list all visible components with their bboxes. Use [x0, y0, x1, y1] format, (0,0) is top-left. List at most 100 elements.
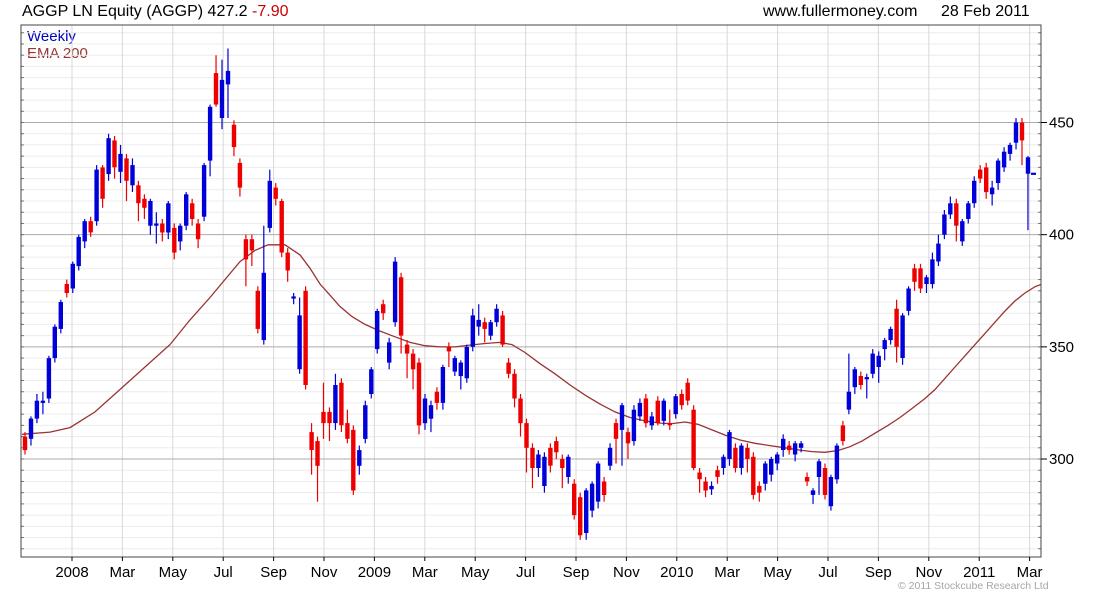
candle-body [989, 187, 995, 195]
candle-body [834, 445, 840, 480]
chart-title-main: AGGP LN Equity (AGGP) 427.2 [22, 3, 248, 20]
y-tick-label: 400 [1049, 227, 1074, 244]
candle-body [948, 203, 953, 215]
candle-body [88, 221, 93, 233]
candle-body [70, 263, 75, 289]
x-tick-label: Nov [311, 564, 338, 581]
candle-body [458, 362, 463, 377]
candle-body [160, 223, 165, 233]
candle-body [142, 198, 147, 208]
candle-body [882, 340, 887, 350]
x-tick-label: 2010 [660, 564, 693, 581]
candle-body [757, 485, 762, 493]
x-tick-label: May [159, 564, 188, 581]
candle-body [667, 423, 672, 426]
candle-body [589, 483, 595, 511]
candle-body [339, 382, 344, 426]
y-tick-label: 300 [1049, 451, 1074, 468]
candle-body [213, 73, 219, 105]
candle-body [94, 169, 99, 222]
candle-body [560, 459, 565, 468]
x-tick-label: Jul [516, 564, 535, 581]
candle-body [978, 169, 983, 179]
candle-body [745, 447, 750, 459]
candle-body [530, 447, 535, 468]
x-tick-label: Mar [412, 564, 438, 581]
candle-body [512, 373, 517, 399]
candle-body [1001, 151, 1007, 168]
candle-body [804, 477, 810, 482]
candle-body [816, 461, 822, 477]
candle-body [691, 409, 696, 468]
candle-body [82, 221, 87, 242]
candle-body [303, 290, 308, 385]
candle-body [178, 225, 183, 242]
site-url: www.fullermoney.com [763, 3, 918, 20]
candle-body [488, 322, 493, 336]
candle-body [148, 201, 153, 226]
candle-body [100, 167, 105, 199]
candle-body [739, 445, 744, 468]
candle-body [572, 483, 577, 516]
x-tick-label: Sep [865, 564, 892, 581]
candle-body [446, 346, 452, 352]
candle-body [398, 277, 404, 336]
candle-body [363, 405, 368, 439]
candle-body [428, 405, 434, 419]
candle-body [810, 490, 816, 495]
candle-body [924, 277, 929, 284]
candle-body [130, 165, 135, 186]
candle-body [315, 441, 320, 466]
candle-body [995, 160, 1001, 183]
x-tick-label: Jul [818, 564, 837, 581]
candle-body [34, 400, 40, 419]
candle-body [243, 239, 249, 260]
candle-body [375, 311, 380, 350]
candle-body [733, 447, 738, 468]
candle-body [231, 124, 237, 148]
candle-body [840, 425, 846, 442]
candle-body [52, 326, 57, 359]
candle-body [584, 490, 589, 533]
candle-body [852, 369, 857, 388]
candle-body [536, 454, 541, 468]
x-axis-labels: 2008 Mar May Jul Sep Nov 2009 Mar May Jul Sep Nov 20… [55, 557, 1043, 581]
candle-body [936, 243, 941, 262]
x-tick-label: Sep [563, 564, 590, 581]
x-tick-label: 2009 [358, 564, 391, 581]
candle-body [798, 443, 804, 448]
candle-body [279, 201, 284, 253]
candle-body [351, 429, 356, 491]
candle-body [201, 165, 207, 217]
candle-body [822, 468, 828, 495]
candle-body [781, 438, 786, 450]
candle-body [416, 362, 422, 426]
x-tick-label: 2008 [55, 564, 88, 581]
candle-body [64, 284, 69, 293]
candle-body [434, 391, 440, 403]
candle-body [864, 377, 869, 380]
candle-body [524, 423, 529, 448]
candle-body [255, 290, 260, 329]
copyright-note: © 2011 Stockcube Research Ltd [898, 580, 1049, 592]
candle-body [894, 308, 899, 347]
candle-body [273, 187, 278, 199]
candle-body [28, 418, 34, 439]
chart-title: AGGP LN Equity (AGGP) 427.2 -7.90 [22, 3, 289, 21]
candle-body [1019, 122, 1025, 141]
x-tick-label: Jul [214, 564, 233, 581]
candle-body [930, 259, 935, 285]
candle-body [673, 396, 678, 415]
candle-body [960, 221, 965, 242]
y-axis-labels: 450 400 350 300 [1041, 115, 1074, 468]
candle-body [46, 358, 52, 399]
candle-body [679, 394, 684, 406]
candle-body [828, 477, 834, 507]
candle-body [422, 398, 428, 424]
candle-body [22, 436, 28, 451]
x-tick-label: Sep [260, 564, 287, 581]
candle-body [154, 223, 159, 226]
candle-body [136, 185, 141, 204]
candle-body [918, 268, 923, 289]
candle-body [912, 268, 917, 282]
